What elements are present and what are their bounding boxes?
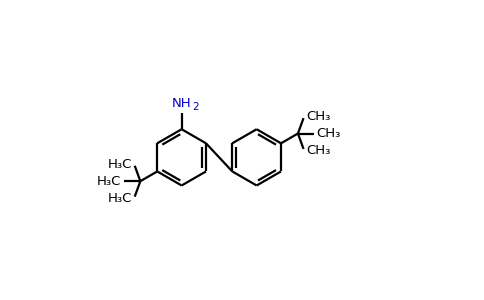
Text: H₃C: H₃C — [108, 158, 133, 171]
Text: H₃C: H₃C — [97, 175, 121, 188]
Text: 2: 2 — [193, 102, 199, 112]
Text: CH₃: CH₃ — [317, 127, 341, 140]
Text: CH₃: CH₃ — [306, 110, 330, 123]
Text: H₃C: H₃C — [108, 192, 133, 205]
Text: NH: NH — [172, 97, 192, 110]
Text: CH₃: CH₃ — [306, 144, 330, 157]
